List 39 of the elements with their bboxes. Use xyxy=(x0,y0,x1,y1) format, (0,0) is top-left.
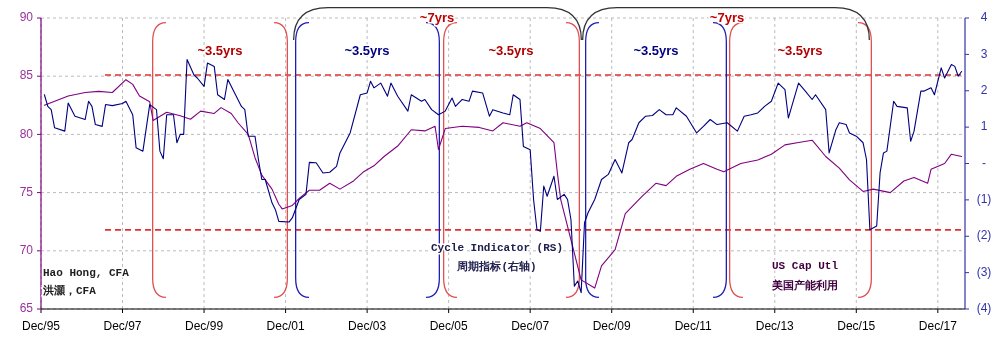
y-tick-label: 90 xyxy=(19,10,34,25)
y2-tick-label: (2) xyxy=(976,228,992,243)
y2-tick-label: - xyxy=(982,155,986,170)
x-tick-label: Dec/11 xyxy=(674,319,713,333)
annotation: US Cap Utl xyxy=(771,259,839,272)
y2-tick-label: (3) xyxy=(976,264,992,279)
annotation: ~3.5yrs xyxy=(488,43,534,59)
x-tick-label: Dec/15 xyxy=(837,319,876,333)
annotation: ~3.5yrs xyxy=(777,43,823,59)
x-tick-label: Dec/09 xyxy=(592,319,632,333)
annotation: Hao Hong, CFA xyxy=(43,266,130,279)
x-tick-label: Dec/01 xyxy=(266,319,305,333)
annotation: ~3.5yrs xyxy=(344,43,390,59)
annotation: ~3.5yrs xyxy=(197,43,243,59)
x-tick-label: Dec/03 xyxy=(348,319,387,333)
x-tick-label: Dec/17 xyxy=(918,319,958,333)
y-tick-label: 85 xyxy=(19,68,34,83)
annotation: ~7yrs xyxy=(419,10,455,26)
y2-tick-label: 3 xyxy=(980,46,988,61)
y2-tick-label: (1) xyxy=(976,192,992,207)
x-tick-label: Dec/05 xyxy=(429,319,468,333)
y-tick-label: 75 xyxy=(19,184,34,199)
x-tick-label: Dec/95 xyxy=(21,319,61,333)
y-tick-label: 80 xyxy=(19,126,34,141)
y2-tick-label: 4 xyxy=(980,10,988,25)
annotation: 美国产能利用 xyxy=(771,278,838,292)
x-tick-label: Dec/99 xyxy=(185,319,224,333)
x-tick-label: Dec/07 xyxy=(511,319,550,333)
x-tick-label: Dec/13 xyxy=(755,319,795,333)
annotation: ~7yrs xyxy=(709,10,745,26)
annotation: 周期指标(右轴) xyxy=(456,259,537,273)
y2-tick-label: 1 xyxy=(980,119,988,134)
x-tick-label: Dec/97 xyxy=(103,319,142,333)
annotation: 洪灝，CFA xyxy=(42,283,97,297)
annotation: ~3.5yrs xyxy=(633,43,679,59)
y2-tick-label: (4) xyxy=(976,301,992,316)
y-tick-label: 70 xyxy=(19,242,34,257)
y-tick-label: 65 xyxy=(19,301,34,316)
y2-tick-label: 2 xyxy=(980,82,988,97)
